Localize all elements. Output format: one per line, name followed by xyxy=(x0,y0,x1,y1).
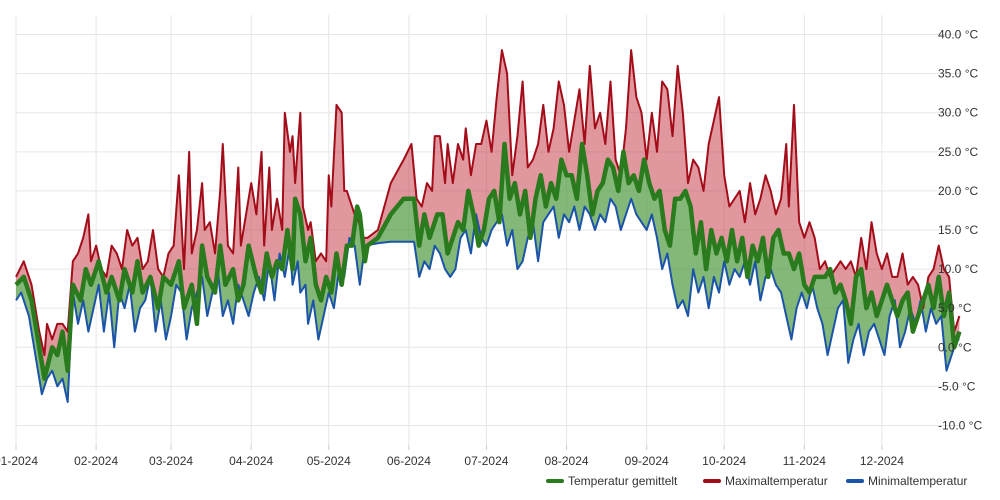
y-tick-label: 0.0 °C xyxy=(938,340,972,354)
legend: Temperatur gemittelt Maximaltemperatur Min… xyxy=(546,474,967,488)
max-avg-band xyxy=(16,50,960,379)
legend-label: Minimaltemperatur xyxy=(868,474,967,488)
series-line-temperatur-gemittelt xyxy=(14,141,962,381)
y-tick-label: 15.0 °C xyxy=(938,223,978,237)
y-tick-label: 20.0 °C xyxy=(938,184,978,198)
x-tick-label: 03-2024 xyxy=(149,454,193,468)
legend-item[interactable]: Temperatur gemittelt xyxy=(546,474,678,488)
x-axis: 01-2024 02-2024 03-2024 04-2024 05-2024 06-20… xyxy=(0,445,904,468)
x-tick-label: 07-2024 xyxy=(464,454,508,468)
legend-item[interactable]: Minimaltemperatur xyxy=(846,474,967,488)
y-axis: 40.0 °C 35.0 °C 30.0 °C 25.0 °C 20.0 °C 15.0 … xyxy=(938,28,982,433)
y-tick-label: -10.0 °C xyxy=(938,418,982,432)
x-tick-label: 02-2024 xyxy=(74,454,118,468)
x-tick-label: 01-2024 xyxy=(0,454,38,468)
x-tick-label: 09-2024 xyxy=(625,454,669,468)
x-tick-label: 12-2024 xyxy=(860,454,904,468)
x-tick-label: 04-2024 xyxy=(229,454,273,468)
y-tick-label: 30.0 °C xyxy=(938,106,978,120)
y-tick-label: 25.0 °C xyxy=(938,145,978,159)
x-tick-label: 10-2024 xyxy=(702,454,746,468)
series-lines xyxy=(14,49,962,403)
y-tick-label: 10.0 °C xyxy=(938,262,978,276)
series-line-maximaltemperatur xyxy=(15,49,961,357)
x-tick-label: 05-2024 xyxy=(307,454,351,468)
legend-item[interactable]: Maximaltemperatur xyxy=(703,474,828,488)
x-tick-label: 11-2024 xyxy=(783,454,826,468)
y-tick-label: -5.0 °C xyxy=(938,379,976,393)
x-tick-label: 06-2024 xyxy=(387,454,431,468)
legend-label: Temperatur gemittelt xyxy=(568,474,678,488)
y-tick-label: 40.0 °C xyxy=(938,28,978,42)
x-tick-label: 08-2024 xyxy=(545,454,589,468)
legend-label: Maximaltemperatur xyxy=(725,474,828,488)
y-tick-label: 35.0 °C xyxy=(938,67,978,81)
y-tick-label: 5.0 °C xyxy=(938,301,972,315)
